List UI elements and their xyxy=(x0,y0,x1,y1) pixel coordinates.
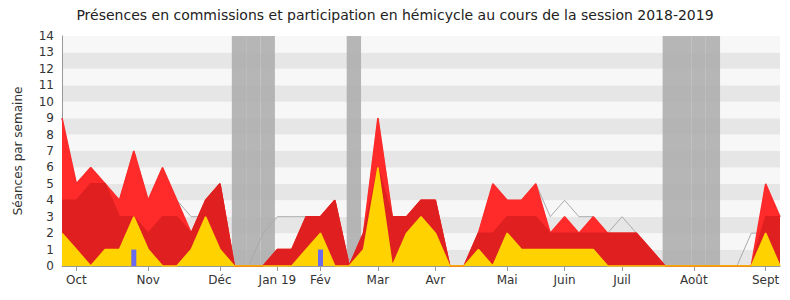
svg-text:Juil: Juil xyxy=(612,273,631,287)
svg-text:Jan 19: Jan 19 xyxy=(258,273,297,287)
svg-text:5: 5 xyxy=(46,177,54,191)
svg-text:Oct: Oct xyxy=(66,273,87,287)
svg-text:Nov: Nov xyxy=(136,273,159,287)
svg-text:Fév: Fév xyxy=(310,273,331,287)
svg-text:Août: Août xyxy=(680,273,708,287)
svg-text:6: 6 xyxy=(46,160,54,174)
svg-text:Mar: Mar xyxy=(367,273,390,287)
svg-text:Séances par semaine: Séances par semaine xyxy=(11,87,25,216)
svg-text:12: 12 xyxy=(39,62,54,76)
svg-text:3: 3 xyxy=(46,210,54,224)
svg-text:Sept: Sept xyxy=(752,273,780,287)
svg-text:11: 11 xyxy=(39,78,54,92)
svg-text:10: 10 xyxy=(39,95,54,109)
svg-text:7: 7 xyxy=(46,144,54,158)
svg-text:Mai: Mai xyxy=(497,273,518,287)
svg-text:Présences en commissions et pa: Présences en commissions et participatio… xyxy=(76,7,713,23)
svg-text:Juin: Juin xyxy=(553,273,576,287)
svg-text:Avr: Avr xyxy=(426,273,446,287)
svg-text:8: 8 xyxy=(46,128,54,142)
svg-text:2: 2 xyxy=(46,226,54,240)
svg-text:Déc: Déc xyxy=(208,273,231,287)
svg-text:0: 0 xyxy=(46,259,54,273)
svg-text:13: 13 xyxy=(39,45,54,59)
svg-text:4: 4 xyxy=(46,193,54,207)
svg-text:1: 1 xyxy=(46,243,54,257)
svg-text:14: 14 xyxy=(39,29,54,43)
svg-text:9: 9 xyxy=(46,111,54,125)
